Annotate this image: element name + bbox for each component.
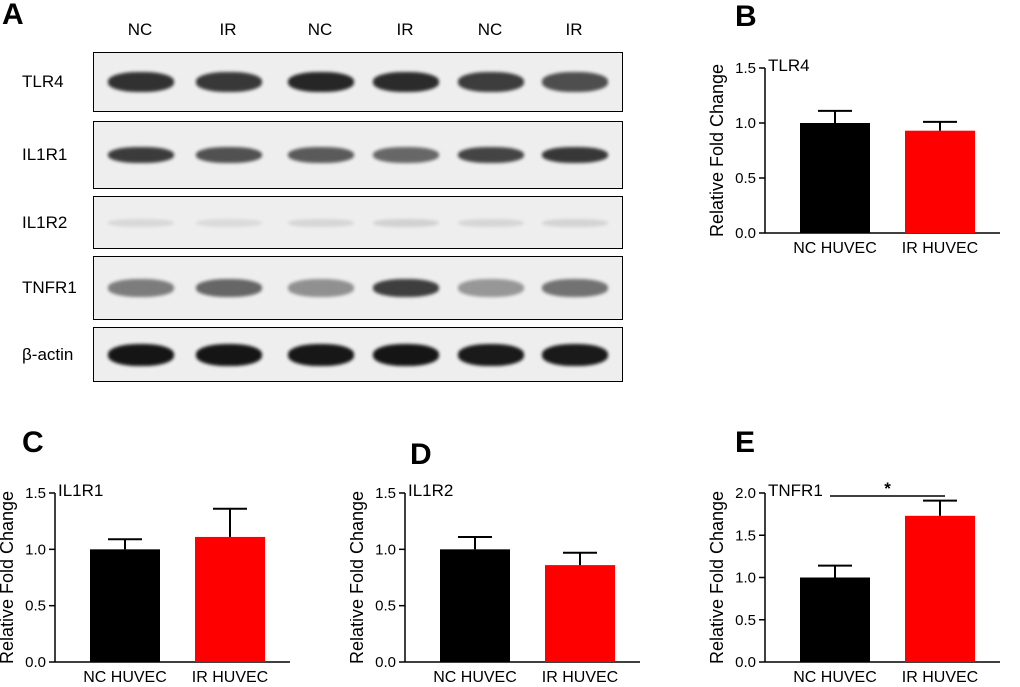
- y-tick-label: 0.5: [735, 612, 756, 629]
- y-axis-label: Relative Fold Change: [350, 491, 367, 664]
- blot-band: [458, 72, 524, 92]
- lane-label-ir: IR: [396, 20, 414, 39]
- x-tick-label: NC HUVEC: [793, 240, 877, 257]
- blot-band: [458, 218, 524, 227]
- y-tick-label: 1.5: [735, 60, 756, 77]
- blot-band: [196, 72, 262, 92]
- blot-band: [108, 343, 174, 366]
- blot-strip: [93, 256, 623, 320]
- blot-band: [288, 147, 354, 163]
- bar-nc: [440, 549, 510, 662]
- y-axis-label: Relative Fold Change: [707, 64, 727, 237]
- bar-nc: [90, 549, 160, 662]
- y-tick-label: 1.0: [25, 541, 46, 558]
- y-tick-label: 0.0: [735, 225, 756, 242]
- y-tick-label: 1.0: [375, 541, 396, 558]
- x-tick-label: IR HUVEC: [192, 669, 268, 686]
- lane-label-ir: IR: [565, 20, 583, 39]
- panel-letter-b: B: [735, 0, 757, 33]
- chart-tnfr1: 0.0 0.5 1.0 1.5 2.0 Relative Fold Change TNFR1…: [707, 479, 1000, 686]
- blot-row-label: IL1R1: [22, 145, 68, 164]
- x-tick-label: NC HUVEC: [83, 669, 167, 686]
- y-tick-label: 1.5: [735, 527, 756, 544]
- chart-tlr4: 0.0 0.5 1.0 1.5 Relative Fold Change TLR4 NC H…: [707, 56, 1000, 257]
- y-tick-label: 0.5: [25, 598, 46, 615]
- x-tick-label: IR HUVEC: [902, 240, 978, 257]
- blot-band: [288, 343, 354, 366]
- x-tick-label: IR HUVEC: [902, 669, 978, 686]
- blot-band: [288, 279, 354, 297]
- blot-band: [108, 147, 174, 163]
- blot-band: [373, 218, 439, 227]
- panel-letter-d: D: [410, 438, 432, 471]
- blot-row-label: TNFR1: [22, 278, 77, 297]
- blot-band: [288, 72, 354, 92]
- panel-letter-c: C: [22, 426, 44, 459]
- blot-strip: [93, 52, 623, 112]
- blot-strip: [93, 196, 623, 249]
- blot-band: [542, 218, 608, 227]
- bar-ir: [905, 515, 975, 662]
- x-tick-label: IR HUVEC: [542, 669, 618, 686]
- chart-il1r1: 0.0 0.5 1.0 1.5 Relative Fold Change IL1R1 NC …: [0, 481, 290, 686]
- blot-band: [288, 218, 354, 227]
- blot-band: [196, 218, 262, 227]
- bar-ir: [195, 536, 265, 662]
- y-tick-label: 0.0: [735, 654, 756, 671]
- blot-row-label: β-actin: [22, 344, 74, 364]
- blot-band: [373, 72, 439, 92]
- y-axis-label: Relative Fold Change: [0, 491, 17, 664]
- blot-band: [108, 218, 174, 227]
- chart-title: TNFR1: [768, 481, 823, 500]
- lane-label-ir: IR: [219, 20, 237, 39]
- x-tick-label: NC HUVEC: [793, 669, 877, 686]
- chart-il1r2: 0.0 0.5 1.0 1.5 Relative Fold Change IL1R2 NC …: [350, 481, 640, 686]
- blot-band: [196, 147, 262, 163]
- lane-label-nc: NC: [307, 20, 333, 39]
- x-tick-label: NC HUVEC: [433, 669, 517, 686]
- y-tick-label: 0.5: [375, 598, 396, 615]
- chart-title: IL1R1: [58, 481, 103, 500]
- blot-row-label: TLR4: [22, 72, 64, 91]
- blot-band: [542, 343, 608, 366]
- significance-marker: *: [884, 479, 891, 498]
- bar-nc: [800, 577, 870, 662]
- blot-band: [542, 72, 608, 92]
- y-axis-label: Relative Fold Change: [707, 491, 727, 664]
- chart-title: IL1R2: [408, 481, 453, 500]
- blot-band: [458, 279, 524, 297]
- blot-band: [373, 279, 439, 297]
- blot-band: [542, 147, 608, 163]
- blot-band: [542, 279, 608, 297]
- y-tick-label: 1.5: [25, 485, 46, 502]
- blot-strip: [93, 327, 623, 382]
- blot-band: [373, 147, 439, 163]
- panel-letter-e: E: [735, 426, 756, 459]
- blot-strip: [93, 121, 623, 189]
- blot-band: [196, 279, 262, 297]
- blot-band: [196, 343, 262, 366]
- bar-ir: [905, 130, 975, 233]
- blot-band: [458, 343, 524, 366]
- blot-band: [458, 147, 524, 163]
- y-tick-label: 2.0: [735, 485, 756, 502]
- bar-ir: [545, 565, 615, 662]
- blot-band: [108, 279, 174, 297]
- blot-band: [108, 72, 174, 92]
- blot-row-label: IL1R2: [22, 212, 68, 232]
- bar-nc: [800, 123, 870, 233]
- panel-letter-a: A: [2, 0, 24, 31]
- y-tick-label: 1.0: [735, 115, 756, 132]
- lane-label-nc: NC: [127, 20, 153, 39]
- y-tick-label: 0.0: [375, 654, 396, 671]
- blot-band: [373, 343, 439, 366]
- lane-label-nc: NC: [477, 20, 503, 39]
- y-tick-label: 0.0: [25, 654, 46, 671]
- y-tick-label: 1.5: [375, 485, 396, 502]
- y-tick-label: 0.5: [735, 170, 756, 187]
- y-tick-label: 1.0: [735, 570, 756, 587]
- chart-title: TLR4: [768, 56, 810, 75]
